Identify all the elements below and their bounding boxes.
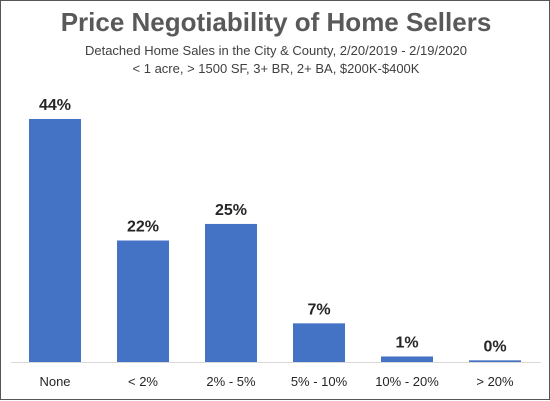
x-tick-label-3: 5% - 10% bbox=[291, 374, 348, 389]
chart-title: Price Negotiability of Home Sellers bbox=[60, 7, 492, 37]
data-label-1: 22% bbox=[127, 219, 159, 236]
x-tick-label-1: < 2% bbox=[128, 374, 158, 389]
bar-1 bbox=[117, 240, 169, 362]
bar-3 bbox=[293, 323, 345, 362]
data-label-5: 0% bbox=[483, 338, 506, 355]
bar-5 bbox=[469, 360, 521, 362]
data-label-0: 44% bbox=[39, 97, 71, 114]
bar-4 bbox=[381, 356, 433, 362]
chart-subtitle-line-2: < 1 acre, > 1500 SF, 3+ BR, 2+ BA, $200K… bbox=[132, 61, 420, 76]
data-label-3: 7% bbox=[307, 301, 330, 318]
x-tick-label-4: 10% - 20% bbox=[375, 374, 439, 389]
chart-subtitle-line-1: Detached Home Sales in the City & County… bbox=[84, 43, 468, 58]
x-tick-label-5: > 20% bbox=[476, 374, 514, 389]
data-label-2: 25% bbox=[215, 202, 247, 219]
bar-2 bbox=[205, 223, 257, 362]
x-tick-label-2: 2% - 5% bbox=[206, 374, 256, 389]
data-label-4: 1% bbox=[395, 334, 418, 351]
bar-0 bbox=[29, 119, 81, 362]
x-tick-label-0: None bbox=[39, 374, 70, 389]
